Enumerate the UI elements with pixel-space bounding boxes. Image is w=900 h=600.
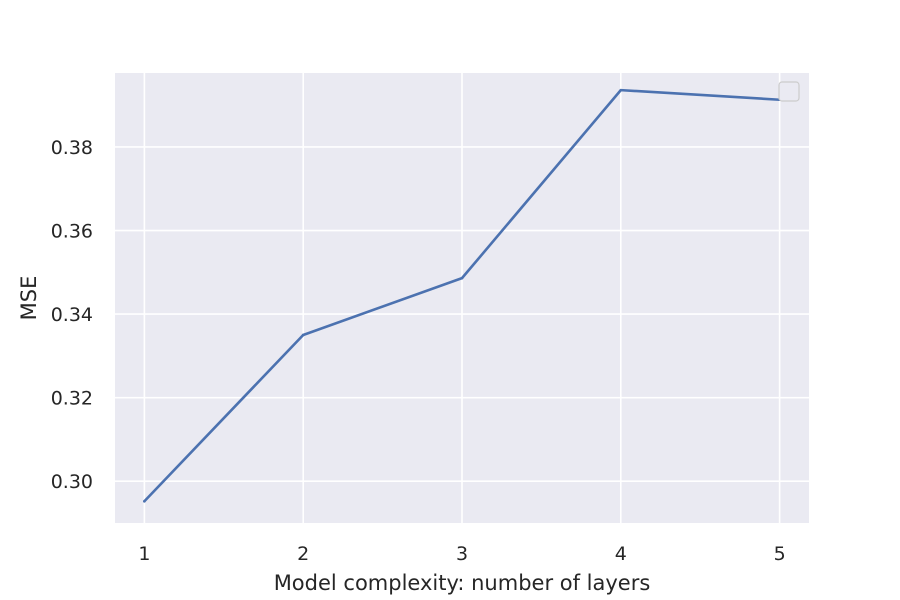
data-point: [460, 276, 464, 280]
x-tick-label: 3: [456, 543, 468, 565]
y-axis-label: MSE: [17, 276, 41, 321]
x-axis-label: Model complexity: number of layers: [274, 571, 651, 595]
y-tick-label: 0.32: [51, 388, 93, 410]
x-tick-label: 2: [297, 543, 309, 565]
y-tick-label: 0.30: [51, 471, 93, 493]
x-tick-label: 4: [615, 543, 627, 565]
data-point: [143, 499, 146, 503]
data-point: [301, 333, 305, 337]
y-tick-label: 0.34: [51, 304, 93, 326]
x-tick-label: 5: [774, 543, 786, 565]
x-axis-ticks: 1 2 3 4 5: [138, 543, 785, 565]
data-point: [619, 88, 623, 92]
y-tick-label: 0.38: [51, 137, 93, 159]
y-tick-label: 0.36: [51, 221, 93, 243]
x-tick-label: 1: [138, 543, 150, 565]
y-axis-ticks: 0.30 0.32 0.34 0.36 0.38: [51, 137, 93, 493]
legend-box: [778, 81, 800, 102]
grid-lines: [115, 73, 809, 523]
